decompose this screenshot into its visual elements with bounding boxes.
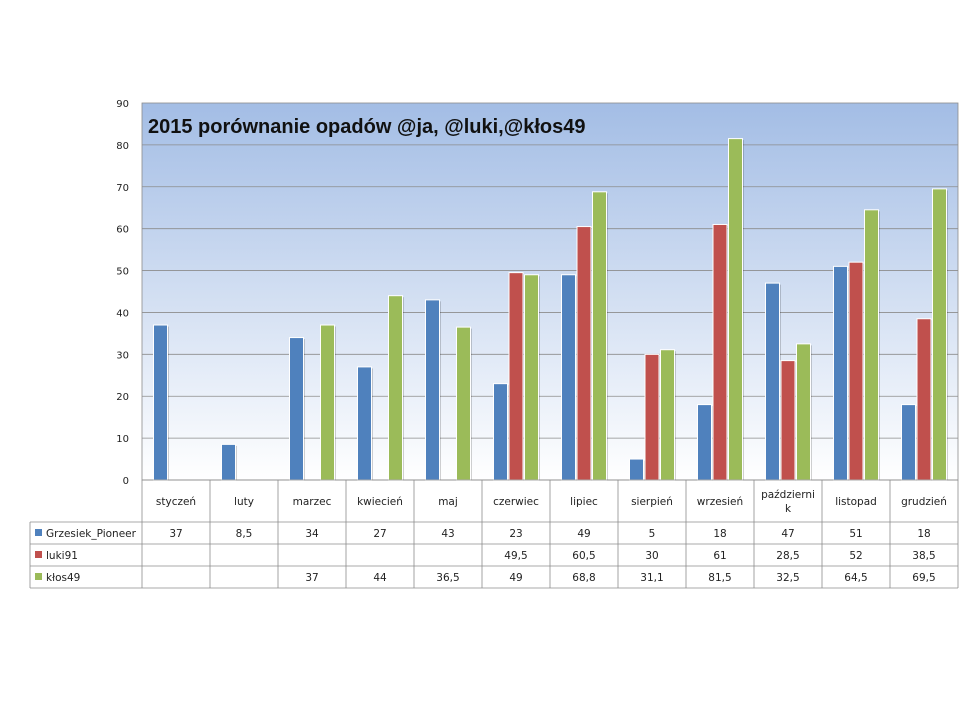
bar bbox=[796, 343, 811, 481]
y-tick-label: 80 bbox=[116, 141, 129, 152]
data-cell: 52 bbox=[849, 550, 862, 562]
x-tick-label: luty bbox=[234, 496, 254, 508]
data-cell: 69,5 bbox=[912, 572, 935, 584]
bar bbox=[932, 188, 947, 481]
data-cell: 31,1 bbox=[640, 572, 663, 584]
bar bbox=[221, 443, 236, 481]
data-cell: 36,5 bbox=[436, 572, 459, 584]
x-tick-label: sierpień bbox=[631, 496, 673, 508]
x-tick-label: grudzień bbox=[901, 496, 947, 508]
y-tick-label: 30 bbox=[116, 350, 129, 361]
y-tick-label: 20 bbox=[116, 392, 129, 403]
x-tick-label: k bbox=[785, 503, 792, 515]
legend-label: Grzesiek_Pioneer bbox=[46, 528, 137, 540]
data-cell: 49 bbox=[577, 528, 590, 540]
y-tick-label: 50 bbox=[116, 267, 129, 278]
plot-area bbox=[141, 102, 959, 481]
legend-key bbox=[35, 573, 42, 580]
y-tick-label: 70 bbox=[116, 183, 129, 194]
y-axis: 0 10 20 30 40 50 60 70 80 90 bbox=[116, 99, 129, 487]
bar bbox=[697, 404, 712, 481]
data-cell: 44 bbox=[373, 572, 387, 584]
bar bbox=[901, 404, 916, 481]
data-cell: 81,5 bbox=[708, 572, 731, 584]
data-cell: 68,8 bbox=[572, 572, 595, 584]
bar bbox=[576, 226, 592, 481]
bar bbox=[660, 349, 675, 481]
x-tick-label: styczeń bbox=[156, 496, 196, 508]
y-tick-label: 90 bbox=[116, 99, 129, 110]
y-tick-label: 60 bbox=[116, 225, 129, 236]
bar bbox=[848, 261, 864, 481]
bar bbox=[508, 272, 524, 481]
data-cell: 49 bbox=[509, 572, 522, 584]
bar bbox=[864, 209, 879, 481]
bar bbox=[425, 299, 440, 481]
data-cell: 23 bbox=[509, 528, 522, 540]
data-cell: 60,5 bbox=[572, 550, 595, 562]
y-tick-label: 0 bbox=[123, 476, 129, 487]
bar bbox=[320, 324, 335, 481]
data-cell: 32,5 bbox=[776, 572, 799, 584]
bar bbox=[493, 383, 508, 481]
data-cell: 8,5 bbox=[236, 528, 253, 540]
bar bbox=[592, 191, 607, 481]
bar bbox=[357, 366, 372, 481]
bar bbox=[833, 265, 848, 481]
data-table: styczeń luty marzec kwiecień maj czerwiec lipi… bbox=[29, 479, 959, 589]
data-cell: 49,5 bbox=[504, 550, 527, 562]
bar bbox=[388, 295, 403, 481]
bar bbox=[765, 282, 780, 481]
gridlines bbox=[142, 144, 958, 439]
data-cell: 28,5 bbox=[776, 550, 799, 562]
data-cell: 61 bbox=[713, 550, 726, 562]
x-tick-label: czerwiec bbox=[493, 496, 539, 508]
bar bbox=[153, 324, 168, 481]
x-tick-label: marzec bbox=[293, 496, 332, 508]
legend-key bbox=[35, 529, 42, 536]
data-cell: 43 bbox=[441, 528, 454, 540]
data-cell: 30 bbox=[645, 550, 658, 562]
data-cell: 18 bbox=[917, 528, 930, 540]
data-cell: 38,5 bbox=[912, 550, 935, 562]
bar bbox=[780, 360, 796, 481]
bar bbox=[456, 326, 471, 481]
bar bbox=[629, 458, 644, 481]
x-tick-label: wrzesień bbox=[697, 496, 743, 508]
bar bbox=[916, 318, 932, 481]
bars bbox=[153, 138, 948, 481]
x-tick-label: listopad bbox=[835, 496, 877, 508]
x-tick-label: maj bbox=[438, 496, 458, 508]
data-cell: 51 bbox=[849, 528, 862, 540]
bar bbox=[728, 138, 743, 481]
y-tick-label: 10 bbox=[116, 434, 129, 445]
data-cell: 64,5 bbox=[844, 572, 867, 584]
bar bbox=[644, 353, 660, 481]
legend-label: luki91 bbox=[46, 550, 78, 562]
legend-key bbox=[35, 551, 42, 558]
bar bbox=[561, 274, 576, 481]
data-cell: 27 bbox=[373, 528, 386, 540]
x-tick-label: kwiecień bbox=[357, 496, 403, 508]
y-tick-label: 40 bbox=[116, 308, 129, 319]
data-cell: 34 bbox=[305, 528, 319, 540]
data-cell: 37 bbox=[305, 572, 318, 584]
bar bbox=[712, 223, 728, 481]
data-cell: 37 bbox=[169, 528, 182, 540]
bar bbox=[289, 337, 304, 481]
legend-label: kłos49 bbox=[46, 572, 80, 584]
bar bbox=[524, 274, 539, 481]
chart-title: 2015 porównanie opadów @ja, @luki,@kłos4… bbox=[148, 116, 586, 138]
x-tick-label: październi bbox=[761, 489, 815, 501]
data-cell: 5 bbox=[649, 528, 656, 540]
x-tick-label: lipiec bbox=[570, 496, 598, 508]
data-cell: 18 bbox=[713, 528, 726, 540]
data-cell: 47 bbox=[781, 528, 794, 540]
